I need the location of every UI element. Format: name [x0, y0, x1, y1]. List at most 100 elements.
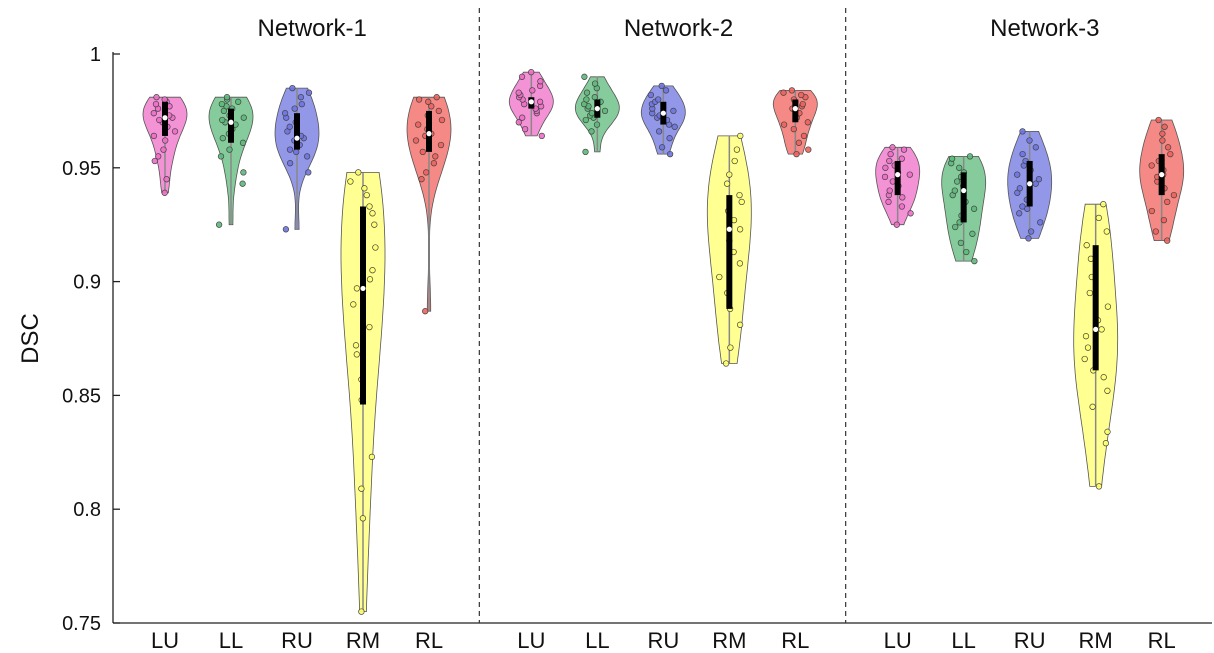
data-point [303, 153, 311, 160]
data-point [220, 107, 228, 115]
data-point [906, 171, 913, 178]
data-point [368, 453, 376, 461]
data-point [956, 164, 963, 171]
data-point [366, 276, 374, 283]
data-point [155, 153, 162, 160]
data-point [885, 198, 892, 206]
data-point [1014, 171, 1021, 178]
data-point [538, 132, 545, 140]
median-marker [895, 172, 901, 178]
data-point [293, 148, 300, 156]
data-point [966, 153, 974, 160]
data-point [353, 285, 361, 292]
data-point [790, 125, 797, 133]
data-point [795, 139, 803, 146]
data-point [736, 260, 744, 267]
x-tick-label-ru: RU [281, 628, 313, 653]
data-point [671, 123, 678, 130]
data-point [152, 100, 160, 108]
data-point [153, 94, 160, 101]
data-point [529, 87, 536, 94]
data-point [731, 157, 738, 165]
median-marker [528, 99, 534, 105]
data-point [226, 146, 233, 153]
data-point [150, 110, 157, 117]
data-point [156, 116, 163, 124]
data-point [898, 155, 905, 162]
data-point [297, 94, 305, 101]
data-point [582, 148, 589, 156]
panel-title: Network-2 [624, 15, 733, 42]
data-point [670, 107, 677, 115]
data-point [1084, 344, 1092, 351]
data-point [1016, 210, 1023, 217]
data-point [889, 144, 896, 151]
data-point [352, 342, 360, 349]
data-point [358, 608, 365, 615]
data-point [583, 89, 591, 96]
data-point [515, 89, 522, 96]
data-point [415, 96, 423, 103]
median-marker [426, 131, 432, 137]
data-point [291, 105, 298, 112]
data-point [1098, 326, 1105, 333]
data-point [1095, 483, 1103, 490]
data-point [1032, 180, 1039, 187]
data-point [737, 132, 744, 140]
data-point [435, 107, 442, 115]
data-point [963, 248, 970, 256]
data-point [223, 94, 231, 101]
data-point [1081, 355, 1088, 363]
x-tick-label-rm: RM [346, 628, 380, 653]
data-point [736, 321, 744, 328]
data-point [1161, 123, 1168, 130]
data-point [425, 98, 432, 105]
data-point [780, 89, 787, 96]
data-point [305, 89, 313, 96]
data-point [583, 96, 590, 103]
data-point [536, 98, 544, 105]
data-point [971, 257, 978, 265]
data-point [601, 107, 609, 115]
data-point [433, 94, 440, 101]
data-point [350, 301, 357, 308]
x-tick-label-ll: LL [585, 628, 609, 653]
iqr-box-ll [960, 172, 967, 223]
data-point [161, 189, 168, 196]
data-point [298, 100, 305, 108]
data-point [1167, 150, 1174, 158]
data-point [160, 146, 167, 153]
data-point [726, 171, 733, 178]
data-point [347, 178, 354, 185]
median-marker [162, 115, 168, 121]
data-point [1035, 176, 1043, 183]
data-point [1086, 289, 1093, 297]
data-point [952, 223, 959, 231]
data-point [219, 116, 226, 124]
data-point [805, 146, 812, 153]
data-point [1159, 130, 1166, 137]
data-point [282, 226, 290, 233]
data-point [366, 203, 373, 210]
data-point [1104, 428, 1111, 435]
x-tick-label-rm: RM [712, 628, 746, 653]
y-tick-label: 0.8 [73, 499, 101, 521]
data-point [437, 141, 445, 149]
iqr-box-rm [360, 206, 366, 405]
median-marker [961, 187, 967, 194]
y-tick-label: 0.9 [73, 272, 101, 294]
data-point [528, 69, 535, 76]
data-point [219, 135, 226, 142]
x-tick-label-ll: LL [219, 628, 243, 653]
data-point [519, 114, 526, 121]
panel-title: Network-1 [257, 15, 366, 42]
data-point [1026, 137, 1033, 144]
data-point [1037, 219, 1044, 226]
data-point [1164, 198, 1171, 206]
data-point [161, 96, 168, 103]
data-point [286, 123, 293, 130]
data-point [733, 146, 741, 153]
data-point [422, 308, 429, 315]
data-point [1019, 128, 1026, 135]
data-point [591, 80, 599, 87]
